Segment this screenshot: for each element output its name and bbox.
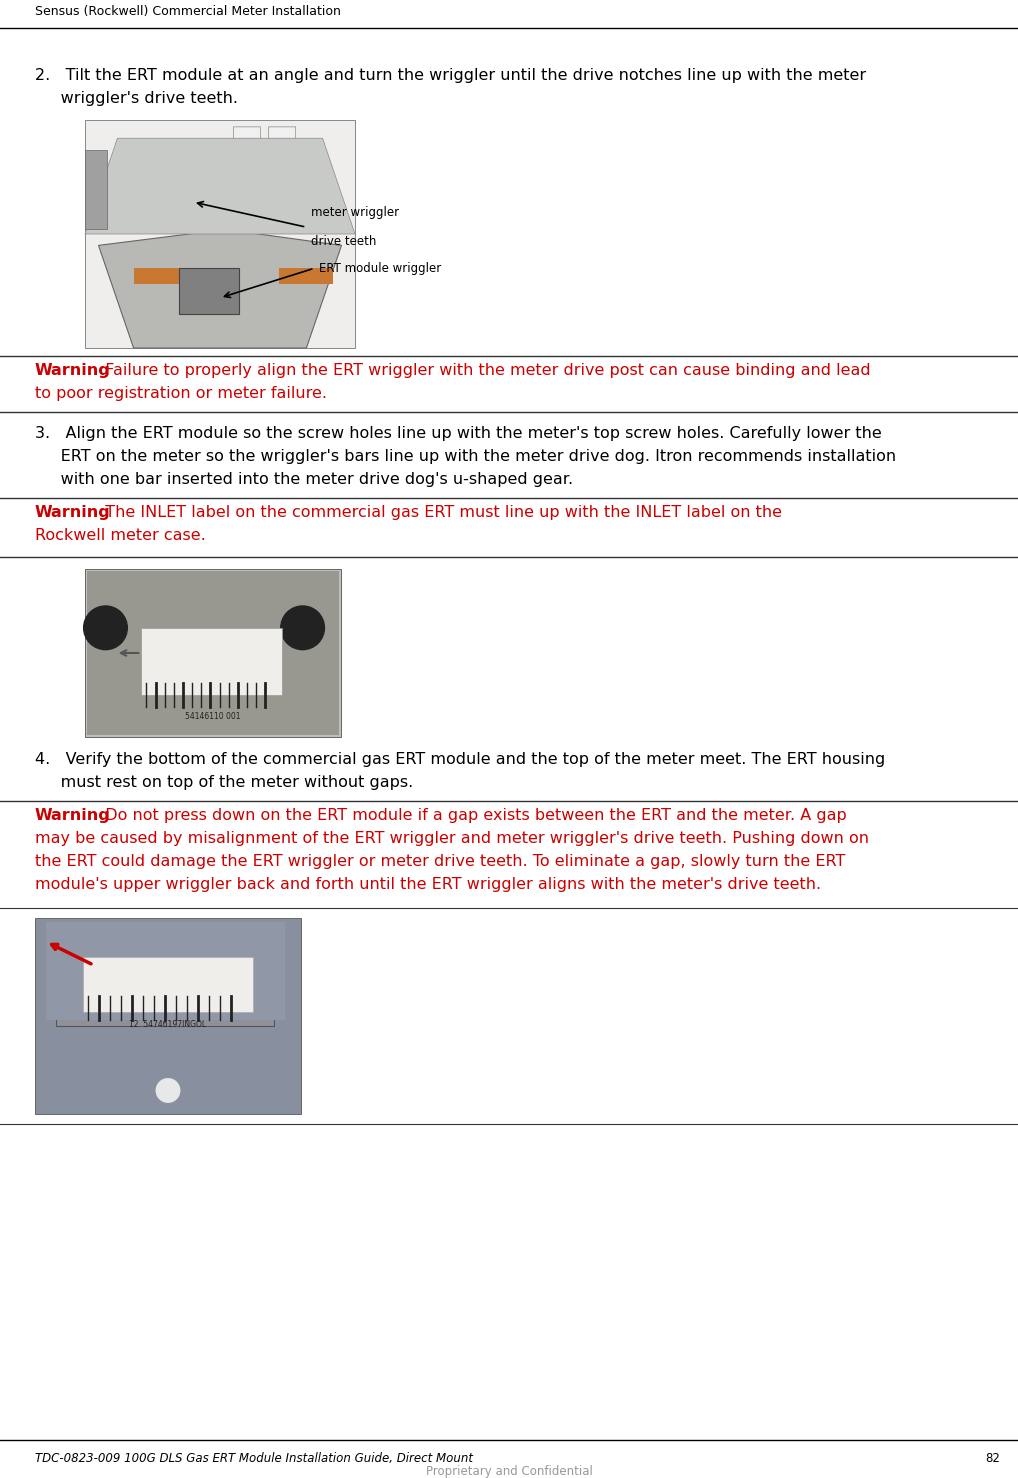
FancyBboxPatch shape [84, 120, 355, 347]
FancyBboxPatch shape [84, 569, 341, 738]
Polygon shape [84, 139, 355, 234]
Text: Warning: Warning [35, 364, 111, 378]
FancyBboxPatch shape [87, 571, 339, 735]
FancyBboxPatch shape [269, 127, 295, 177]
Polygon shape [279, 268, 334, 284]
Circle shape [156, 1079, 180, 1103]
Text: module's upper wriggler back and forth until the ERT wriggler aligns with the me: module's upper wriggler back and forth u… [35, 876, 822, 893]
FancyBboxPatch shape [84, 149, 107, 229]
Text: Failure to properly align the ERT wriggler with the meter drive post can cause b: Failure to properly align the ERT wriggl… [95, 364, 870, 378]
Circle shape [83, 606, 127, 650]
Text: Proprietary and Confidential: Proprietary and Confidential [426, 1465, 592, 1478]
FancyBboxPatch shape [142, 628, 282, 695]
Text: ERT on the meter so the wriggler's bars line up with the meter drive dog. Itron : ERT on the meter so the wriggler's bars … [35, 449, 896, 464]
Text: drive teeth: drive teeth [312, 235, 377, 248]
Polygon shape [99, 229, 341, 347]
FancyBboxPatch shape [56, 943, 275, 1026]
Polygon shape [133, 268, 233, 284]
Text: with one bar inserted into the meter drive dog's u-shaped gear.: with one bar inserted into the meter dri… [35, 471, 573, 486]
Circle shape [281, 606, 325, 650]
Text: 4.   Verify the bottom of the commercial gas ERT module and the top of the meter: 4. Verify the bottom of the commercial g… [35, 752, 886, 767]
FancyBboxPatch shape [225, 145, 244, 177]
FancyBboxPatch shape [46, 922, 285, 1020]
Text: must rest on top of the meter without gaps.: must rest on top of the meter without ga… [35, 774, 413, 791]
Text: wriggler's drive teeth.: wriggler's drive teeth. [35, 92, 238, 106]
Text: to poor registration or meter failure.: to poor registration or meter failure. [35, 386, 327, 401]
FancyBboxPatch shape [179, 268, 239, 313]
FancyBboxPatch shape [233, 127, 261, 177]
Text: may be caused by misalignment of the ERT wriggler and meter wriggler's drive tee: may be caused by misalignment of the ERT… [35, 831, 869, 845]
Text: Do not press down on the ERT module if a gap exists between the ERT and the mete: Do not press down on the ERT module if a… [95, 808, 847, 823]
Text: Sensus (Rockwell) Commercial Meter Installation: Sensus (Rockwell) Commercial Meter Insta… [35, 4, 341, 18]
Text: The INLET label on the commercial gas ERT must line up with the INLET label on t: The INLET label on the commercial gas ER… [95, 505, 782, 520]
Text: 2.   Tilt the ERT module at an angle and turn the wriggler until the drive notch: 2. Tilt the ERT module at an angle and t… [35, 68, 866, 83]
Text: Rockwell meter case.: Rockwell meter case. [35, 528, 206, 542]
Text: Warning: Warning [35, 505, 111, 520]
Text: 54146110 001: 54146110 001 [185, 712, 240, 721]
Text: meter wriggler: meter wriggler [312, 205, 399, 219]
Text: the ERT could damage the ERT wriggler or meter drive teeth. To eliminate a gap, : the ERT could damage the ERT wriggler or… [35, 854, 845, 869]
FancyBboxPatch shape [261, 145, 279, 177]
Text: 3.   Align the ERT module so the screw holes line up with the meter's top screw : 3. Align the ERT module so the screw hol… [35, 426, 882, 440]
Text: Warning: Warning [35, 808, 111, 823]
Text: TDC-0823-009 100G DLS Gas ERT Module Installation Guide, Direct Mount: TDC-0823-009 100G DLS Gas ERT Module Ins… [35, 1451, 473, 1465]
Text: 12  54746197INGOL: 12 54746197INGOL [129, 1020, 207, 1029]
Text: 82: 82 [985, 1451, 1000, 1465]
FancyBboxPatch shape [82, 958, 253, 1012]
Text: ERT module wriggler: ERT module wriggler [320, 262, 442, 275]
FancyBboxPatch shape [35, 918, 301, 1114]
